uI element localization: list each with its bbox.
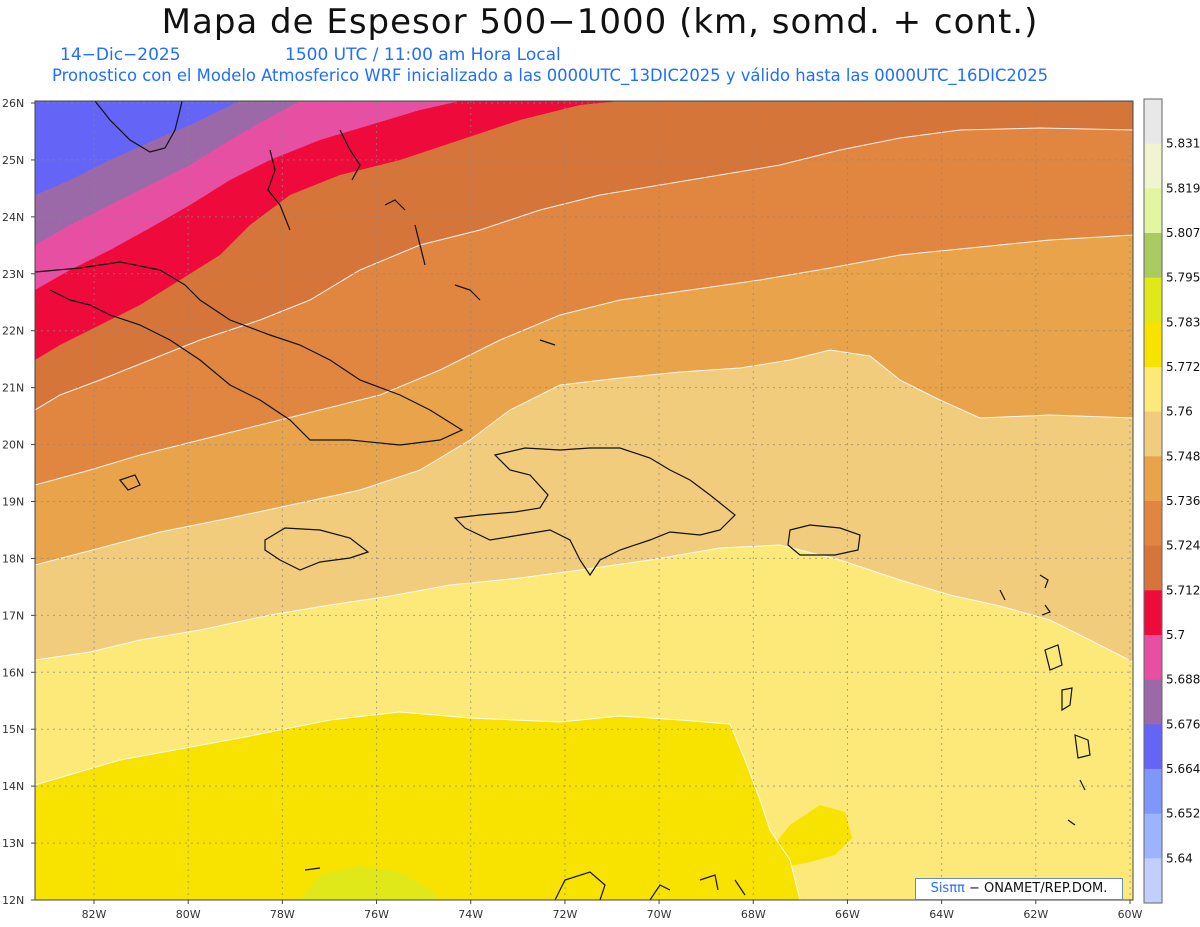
lon-tick-label: 64W (929, 908, 954, 921)
colorbar-label: 5.652 (1166, 807, 1200, 821)
colorbar-label: 5.64 (1166, 851, 1193, 865)
forecast-time: 1500 UTC / 11:00 am Hora Local (285, 45, 561, 65)
colorbar-swatch (1144, 322, 1162, 368)
forecast-date: 14−Dic−2025 (60, 45, 181, 65)
colorbar-swatch (1144, 456, 1162, 502)
latitude-axis: 26N 25N 24N 23N 22N 21N 20N 19N 18N 17N 16N 15N 14N 1… (2, 97, 35, 907)
lat-tick-label: 22N (2, 325, 24, 338)
lat-tick-label: 15N (2, 723, 24, 736)
colorbar-swatch (1144, 679, 1162, 725)
lat-tick-label: 23N (2, 268, 24, 281)
lon-tick-label: 66W (835, 908, 860, 921)
map-frame (34, 100, 1134, 901)
lat-tick-label: 25N (2, 154, 24, 167)
coastlines (35, 101, 1091, 900)
lon-tick-label: 78W (270, 908, 295, 921)
colorbar-label: 5.819 (1166, 181, 1200, 195)
lon-tick-label: 62W (1023, 908, 1048, 921)
credit-box: Sisππ − ONAMET/REP.DOM. (915, 878, 1123, 900)
colorbar-swatch (1144, 233, 1162, 279)
colorbar-label: 5.748 (1166, 449, 1200, 463)
lon-tick-label: 80W (176, 908, 201, 921)
colorbar-swatch (1144, 545, 1162, 591)
lat-lon-grid (35, 101, 1133, 900)
lat-tick-label: 20N (2, 439, 24, 452)
lon-tick-label: 74W (458, 908, 483, 921)
colorbar-label: 5.795 (1166, 271, 1200, 285)
colorbar-swatch (1144, 367, 1162, 413)
lon-tick-label: 68W (741, 908, 766, 921)
lon-tick-label: 76W (364, 908, 389, 921)
lat-tick-label: 21N (2, 382, 24, 395)
colorbar-swatch (1144, 635, 1162, 681)
colorbar-label: 5.676 (1166, 717, 1200, 731)
lat-tick-label: 16N (2, 666, 24, 679)
colorbar-label: 5.664 (1166, 762, 1200, 776)
credit-text: − ONAMET/REP.DOM. (969, 881, 1108, 896)
lon-tick-label: 72W (552, 908, 577, 921)
lat-tick-label: 17N (2, 609, 24, 622)
colorbar-swatch (1144, 858, 1162, 904)
colorbar-swatch (1144, 501, 1162, 547)
map-title: Mapa de Espesor 500−1000 (km, somd. + co… (161, 2, 1039, 42)
colorbar-label: 5.76 (1166, 405, 1193, 419)
lat-tick-label: 13N (2, 837, 24, 850)
colorbar-label: 5.688 (1166, 673, 1200, 687)
colorbar-frame (1143, 98, 1163, 904)
lat-tick-label: 14N (2, 780, 24, 793)
lon-tick-label: 82W (82, 908, 107, 921)
lon-tick-label: 60W (1118, 908, 1143, 921)
colorbar-swatch (1144, 590, 1162, 636)
model-info: Pronostico con el Modelo Atmosferico WRF… (52, 66, 1049, 85)
lat-tick-label: 18N (2, 552, 24, 565)
lat-tick-label: 26N (2, 97, 24, 110)
colorbar-label: 5.736 (1166, 494, 1200, 508)
shaded-thickness-field (35, 101, 1133, 900)
lat-tick-label: 24N (2, 211, 24, 224)
colorbar-label: 5.807 (1166, 226, 1200, 240)
colorbar-swatch (1144, 143, 1162, 189)
lat-tick-label: 12N (2, 894, 24, 907)
colorbar-swatch (1144, 188, 1162, 234)
credit-brand: Sisππ (930, 881, 965, 896)
colorbar-label: 5.783 (1166, 315, 1200, 329)
colorbar-label: 5.831 (1166, 137, 1200, 151)
colorbar-label: 5.712 (1166, 583, 1200, 597)
lat-tick-label: 19N (2, 496, 24, 509)
colorbar-label: 5.724 (1166, 539, 1200, 553)
colorbar-swatch (1144, 724, 1162, 770)
colorbar-label: 5.772 (1166, 360, 1200, 374)
colorbar-label: 5.7 (1166, 628, 1185, 642)
colorbar-swatch (1144, 813, 1162, 859)
longitude-axis: 82W 80W 78W 76W 74W 72W 70W 68W 66W 64W 62W 60W (82, 900, 1143, 921)
colorbar-swatch (1144, 99, 1162, 145)
colorbar-swatch (1144, 411, 1162, 457)
lon-tick-label: 70W (647, 908, 672, 921)
colorbar-swatch (1144, 769, 1162, 815)
colorbar-swatch (1144, 277, 1162, 323)
colorbar: 5.831 5.819 5.807 5.795 5.783 5.772 5.76 5.748 5… (1143, 98, 1200, 904)
